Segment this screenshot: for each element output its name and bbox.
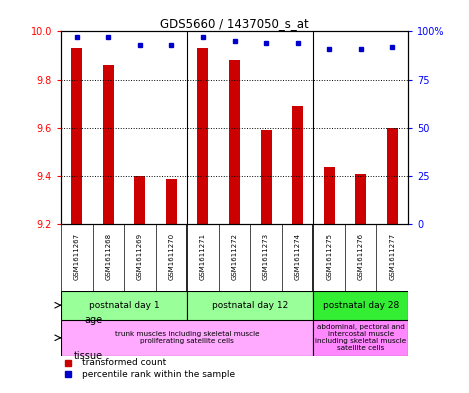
- Text: GSM1611268: GSM1611268: [106, 233, 111, 280]
- Bar: [313, 291, 408, 320]
- Text: GSM1611276: GSM1611276: [358, 233, 363, 280]
- Bar: [61, 291, 187, 320]
- Bar: [71, 48, 82, 224]
- Bar: [103, 65, 114, 224]
- Text: age: age: [84, 315, 103, 325]
- Bar: [197, 48, 208, 224]
- Bar: [166, 178, 177, 224]
- Text: GSM1611277: GSM1611277: [389, 233, 395, 280]
- Text: GSM1611267: GSM1611267: [74, 233, 80, 280]
- Bar: [61, 320, 313, 356]
- Bar: [187, 291, 313, 320]
- Bar: [324, 167, 335, 224]
- Bar: [260, 130, 272, 224]
- Text: GSM1611269: GSM1611269: [137, 233, 143, 280]
- Text: GSM1611273: GSM1611273: [263, 233, 269, 280]
- Bar: [229, 61, 240, 224]
- Bar: [134, 176, 145, 224]
- Text: percentile rank within the sample: percentile rank within the sample: [82, 370, 235, 378]
- Bar: [355, 174, 366, 224]
- Text: postnatal day 12: postnatal day 12: [212, 301, 288, 310]
- Bar: [292, 106, 303, 224]
- Text: tissue: tissue: [74, 351, 103, 361]
- Text: GSM1611270: GSM1611270: [168, 233, 174, 280]
- Text: GSM1611271: GSM1611271: [200, 233, 206, 280]
- Text: GSM1611275: GSM1611275: [326, 233, 332, 280]
- Title: GDS5660 / 1437050_s_at: GDS5660 / 1437050_s_at: [160, 17, 309, 30]
- Text: GSM1611274: GSM1611274: [295, 233, 301, 280]
- Text: transformed count: transformed count: [82, 358, 166, 367]
- Text: postnatal day 1: postnatal day 1: [89, 301, 159, 310]
- Bar: [313, 320, 408, 356]
- Text: abdominal, pectoral and
intercostal muscle
including skeletal muscle
satellite c: abdominal, pectoral and intercostal musc…: [315, 324, 406, 351]
- Text: GSM1611272: GSM1611272: [232, 233, 237, 280]
- Bar: [387, 128, 398, 224]
- Text: postnatal day 28: postnatal day 28: [323, 301, 399, 310]
- Text: trunk muscles including skeletal muscle
proliferating satellite cells: trunk muscles including skeletal muscle …: [115, 331, 259, 344]
